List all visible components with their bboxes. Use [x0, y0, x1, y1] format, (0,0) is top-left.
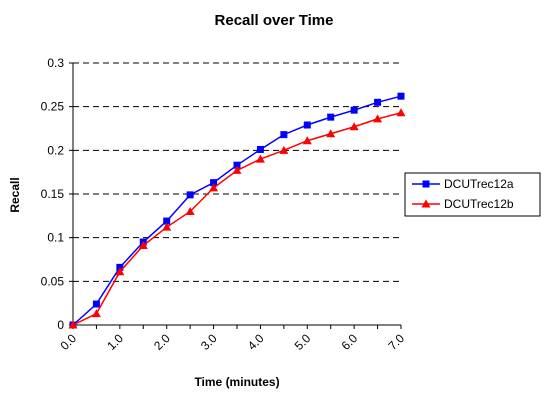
- data-point-b: [91, 309, 101, 318]
- legend-label-b: DCUTrec12b: [444, 197, 514, 211]
- x-tick-label: 6.0: [339, 331, 361, 353]
- data-point-a: [163, 217, 171, 225]
- legend-marker-a: [422, 180, 430, 188]
- data-point-b: [373, 114, 383, 123]
- x-tick-label: 1.0: [104, 331, 126, 353]
- x-tick-label: 4.0: [245, 331, 267, 353]
- data-point-a: [350, 106, 358, 114]
- series-line-a: [72, 95, 402, 326]
- x-axis-label: Time (minutes): [194, 375, 279, 389]
- data-point-a: [210, 179, 218, 187]
- axes: [69, 62, 402, 329]
- data-point-b: [326, 129, 336, 138]
- data-point-a: [256, 145, 264, 153]
- y-tick-label: 0.05: [41, 274, 65, 288]
- series-group: [68, 92, 406, 329]
- legend-label-a: DCUTrec12a: [444, 177, 514, 191]
- y-tick-label: 0: [57, 318, 64, 332]
- legend-box: [404, 172, 541, 217]
- data-point-a: [280, 131, 288, 139]
- chart-title: Recall over Time: [215, 12, 334, 29]
- data-point-a: [186, 191, 194, 199]
- data-point-b: [279, 145, 289, 154]
- legend-marker-b: [421, 199, 431, 208]
- y-tick-label: 0.25: [41, 100, 65, 114]
- data-point-a: [303, 121, 311, 129]
- gridlines: [73, 62, 401, 282]
- series-line-b: [72, 112, 402, 326]
- y-tick-label: 0.3: [47, 56, 64, 70]
- x-tick-label: 3.0: [198, 331, 220, 353]
- x-tick-label: 0.0: [57, 331, 79, 353]
- x-tick-label: 5.0: [292, 331, 314, 353]
- x-tick-labels: 0.0 1.0 2.0 3.0 4.0 5.0 6.0 7.0: [57, 331, 407, 353]
- y-tick-label: 0.1: [47, 231, 64, 245]
- data-point-b: [138, 241, 148, 250]
- data-point-b: [162, 222, 172, 231]
- y-tick-labels: 0 0.05 0.1 0.15 0.2 0.25 0.3: [41, 56, 65, 332]
- data-point-b: [209, 183, 219, 192]
- legend: DCUTrec12a DCUTrec12b: [404, 172, 541, 217]
- data-point-b: [232, 165, 242, 174]
- data-point-a: [327, 113, 335, 121]
- y-axis-label: Recall: [8, 177, 22, 212]
- data-point-a: [374, 98, 382, 106]
- data-point-b: [68, 320, 78, 329]
- data-point-b: [302, 136, 312, 145]
- x-tick-label: 2.0: [151, 331, 173, 353]
- data-point-b: [396, 108, 406, 117]
- data-point-b: [349, 122, 359, 131]
- data-point-a: [397, 92, 405, 100]
- data-point-b: [255, 154, 265, 163]
- y-tick-label: 0.2: [47, 143, 64, 157]
- x-tick-label: 7.0: [385, 331, 407, 353]
- data-point-a: [92, 300, 100, 308]
- y-tick-label: 0.15: [41, 187, 65, 201]
- data-point-b: [185, 206, 195, 215]
- data-point-a: [233, 161, 241, 169]
- data-point-b: [115, 267, 125, 276]
